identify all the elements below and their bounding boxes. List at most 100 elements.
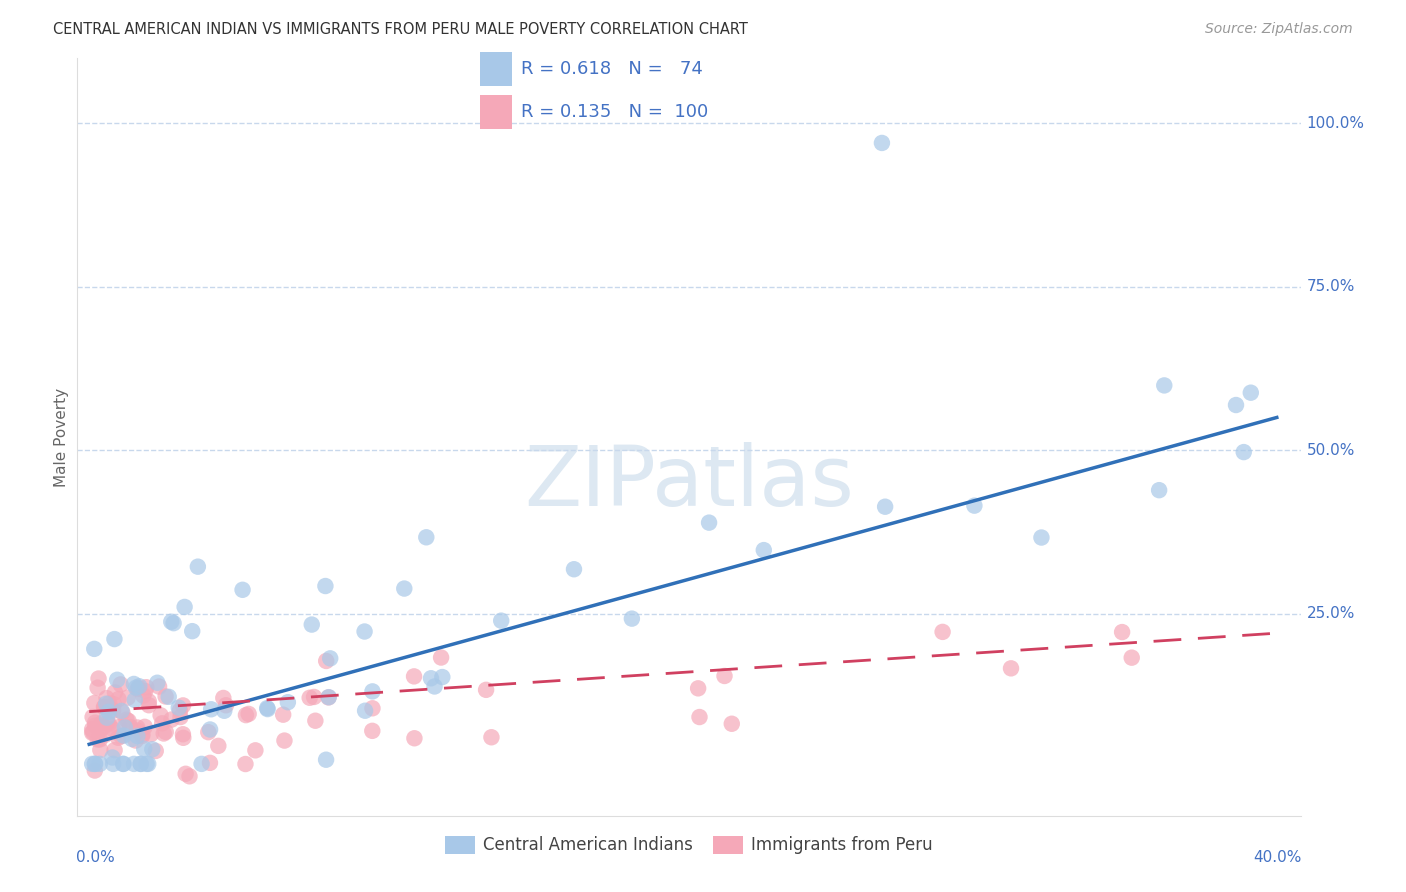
Point [89,756,111,771]
Point [128,681,150,695]
Point [162,616,184,631]
Point [273,733,295,747]
Point [179,769,201,783]
Point [298,690,321,705]
Point [315,654,337,668]
Point [353,624,375,639]
Point [235,708,257,723]
Point [83,696,105,710]
Point [304,714,326,728]
Point [104,743,127,757]
Point [160,713,183,727]
Point [110,704,132,718]
Point [394,582,416,596]
Point [97,717,120,731]
Point [82,725,104,739]
Point [1111,625,1133,640]
Point [84,715,107,730]
Point [149,708,172,723]
Point [82,725,104,739]
Point [134,720,156,734]
Point [82,723,104,737]
Point [139,727,162,741]
Point [150,716,173,731]
Text: 100.0%: 100.0% [1306,116,1365,131]
Point [752,543,775,558]
Point [301,617,323,632]
Point [318,690,340,705]
Point [131,729,153,743]
Point [105,673,128,687]
Text: 50.0%: 50.0% [1306,442,1355,458]
Point [160,615,183,629]
Point [127,721,149,735]
FancyBboxPatch shape [479,95,512,129]
Point [245,743,267,757]
Point [125,681,148,695]
Point [82,756,104,771]
Point [87,672,110,686]
Point [875,500,897,514]
Point [145,744,167,758]
Point [172,698,194,713]
Point [124,733,146,747]
Point [101,756,124,771]
Point [107,692,129,706]
Y-axis label: Male Poverty: Male Poverty [53,387,69,487]
Point [200,702,222,716]
Point [141,742,163,756]
Point [146,675,169,690]
Point [148,680,170,694]
Point [101,704,124,718]
Point [93,720,115,734]
Point [232,582,254,597]
Point [96,716,118,731]
Point [430,650,453,665]
Point [1153,378,1175,392]
Point [114,720,136,734]
Legend: Central American Indians, Immigrants from Peru: Central American Indians, Immigrants fro… [439,829,939,861]
Point [420,671,443,685]
Point [212,690,235,705]
Point [121,731,143,746]
Point [112,729,135,743]
Point [318,690,340,705]
Point [404,731,426,746]
Point [361,723,384,738]
Point [98,697,121,711]
Point [155,690,177,704]
Point [120,720,142,734]
Point [481,731,503,745]
Point [277,695,299,709]
Point [84,756,107,771]
Point [138,694,160,708]
Point [83,756,105,771]
Point [134,741,156,756]
Text: 25.0%: 25.0% [1306,606,1355,621]
Text: CENTRAL AMERICAN INDIAN VS IMMIGRANTS FROM PERU MALE POVERTY CORRELATION CHART: CENTRAL AMERICAN INDIAN VS IMMIGRANTS FR… [53,22,748,37]
Point [198,723,221,737]
Point [688,681,710,696]
Point [1031,531,1053,545]
Point [132,689,155,703]
Point [432,670,454,684]
Point [117,690,139,705]
Point [82,710,104,724]
Point [107,731,129,745]
Point [104,685,127,699]
Point [689,710,711,724]
Point [302,690,325,704]
Point [117,714,139,728]
Point [136,756,159,771]
Point [402,669,425,683]
Point [93,700,115,714]
Point [256,702,278,716]
Point [103,632,125,646]
Point [131,727,153,741]
Point [90,723,112,737]
Point [135,680,157,694]
Point [713,669,735,683]
Point [129,756,152,771]
Point [475,682,498,697]
Point [314,579,336,593]
